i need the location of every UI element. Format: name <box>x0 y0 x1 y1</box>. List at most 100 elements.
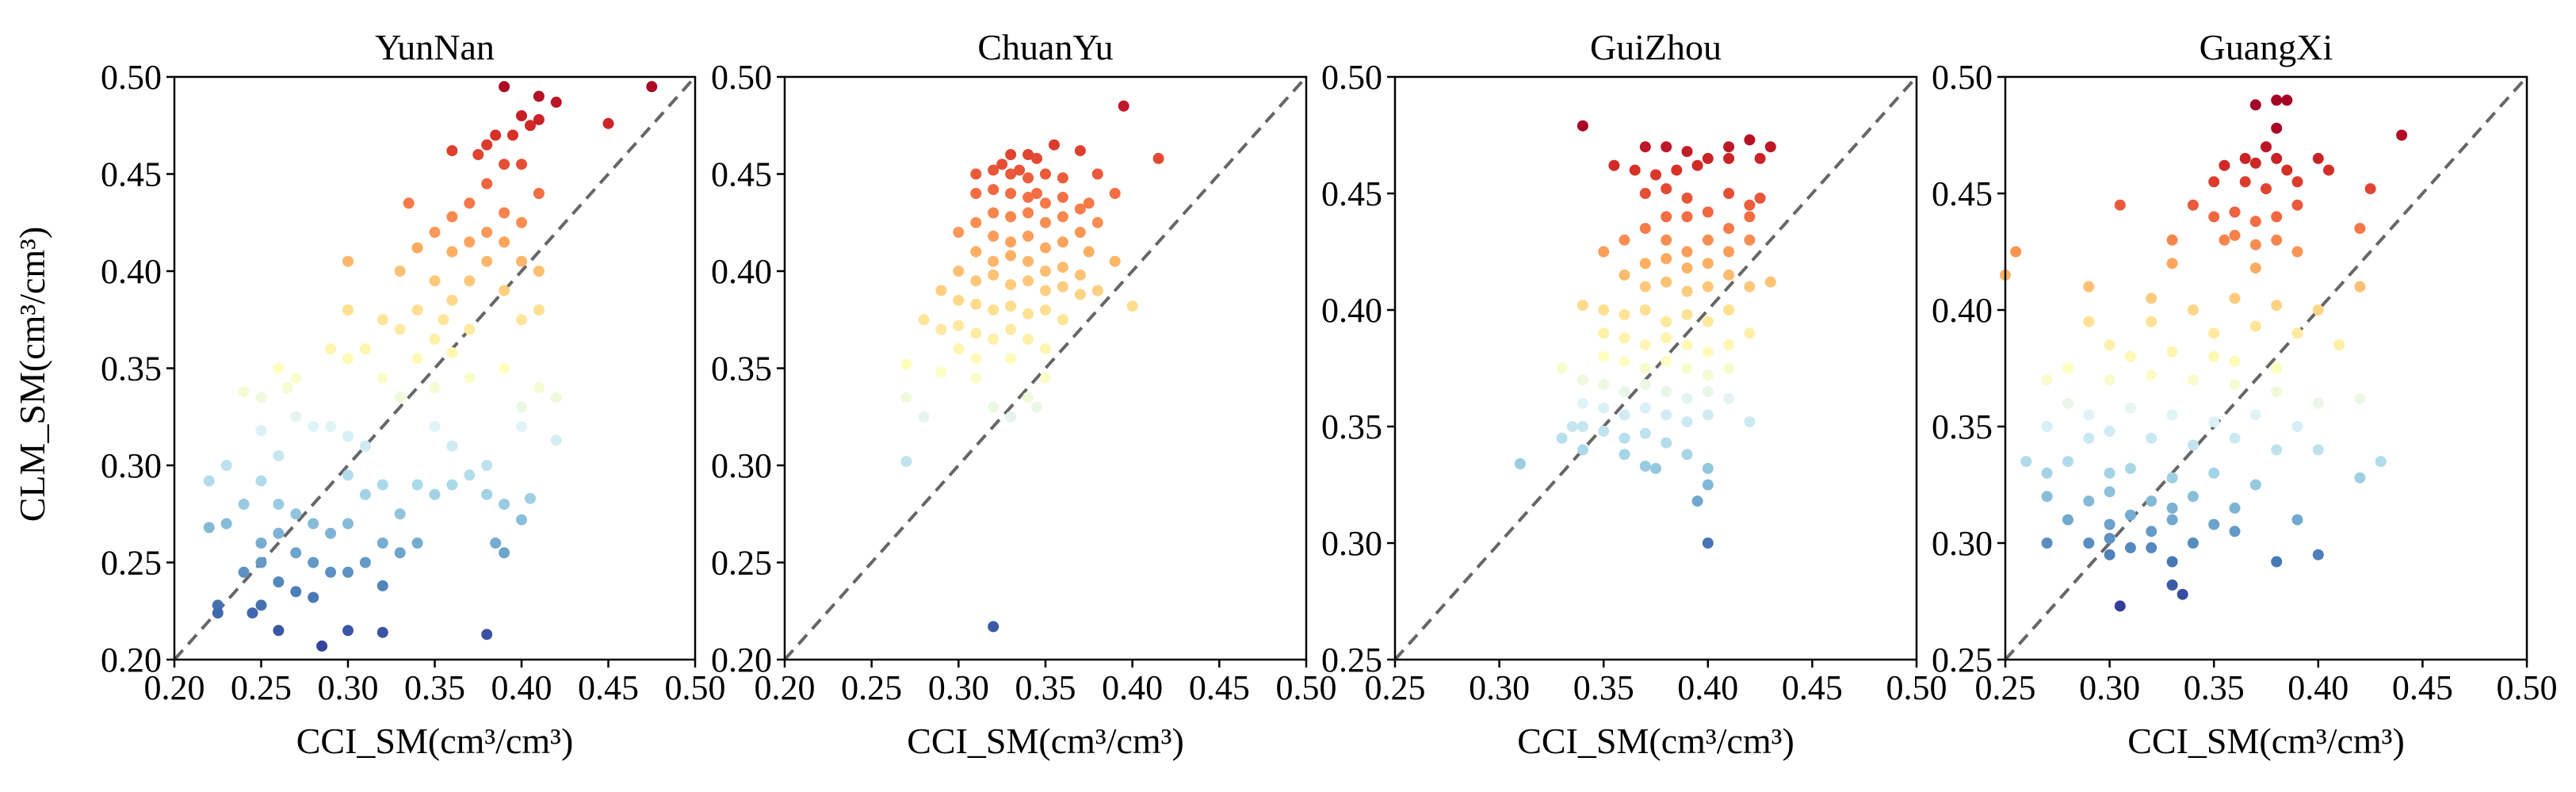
data-point <box>316 640 328 652</box>
data-point <box>1702 258 1714 270</box>
plot-frame <box>1393 75 1918 661</box>
data-point <box>1598 304 1610 316</box>
data-point <box>1639 188 1651 199</box>
data-point <box>281 382 293 393</box>
x-tick-label: 0.50 <box>665 668 726 707</box>
data-point <box>1681 339 1693 351</box>
data-point <box>1681 146 1693 158</box>
data-point <box>2062 456 2073 468</box>
data-point <box>918 411 930 423</box>
data-point <box>1723 223 1735 235</box>
data-point <box>325 566 337 578</box>
data-point <box>1074 269 1086 281</box>
data-point <box>490 538 502 549</box>
data-point <box>2062 514 2073 526</box>
data-point <box>1022 308 1034 319</box>
y-tick-label: 0.50 <box>101 58 162 97</box>
data-point <box>1118 100 1129 112</box>
data-point <box>1681 211 1693 223</box>
data-point <box>1744 416 1756 428</box>
data-point <box>1022 275 1034 287</box>
data-point <box>238 499 250 510</box>
data-point <box>342 430 354 442</box>
data-point <box>953 319 965 331</box>
data-point <box>308 557 319 568</box>
data-point <box>446 211 458 223</box>
data-point <box>1639 379 1651 391</box>
data-point <box>1639 402 1651 414</box>
data-point <box>394 547 406 559</box>
data-point <box>1639 223 1651 235</box>
data-point <box>1040 216 1051 228</box>
data-point <box>970 216 982 228</box>
data-point <box>2396 129 2408 141</box>
data-point <box>273 450 285 461</box>
y-tick-label: 0.45 <box>101 155 162 194</box>
y-tick-label: 0.45 <box>711 155 772 194</box>
data-point <box>533 188 545 199</box>
data-point <box>516 110 527 121</box>
data-point <box>2271 94 2283 106</box>
data-point <box>499 285 510 297</box>
data-point <box>2062 397 2073 409</box>
data-point <box>1723 141 1735 153</box>
data-point <box>1744 327 1756 339</box>
data-point <box>1702 281 1714 293</box>
data-point <box>1702 206 1714 218</box>
data-point <box>481 629 493 641</box>
data-point <box>464 236 476 248</box>
data-point <box>2229 229 2241 241</box>
data-point <box>2146 316 2157 327</box>
data-point <box>1074 227 1086 238</box>
x-tick-label: 0.50 <box>1886 668 1947 707</box>
data-point <box>2187 439 2199 451</box>
x-axis-label: CCI_SM(cm³/cm³) <box>296 721 574 761</box>
data-point <box>2271 300 2283 312</box>
data-point <box>2208 518 2220 530</box>
y-tick-label: 0.35 <box>711 350 772 388</box>
data-point <box>1040 242 1051 254</box>
data-point <box>1014 164 1026 176</box>
data-point <box>359 343 371 354</box>
data-point <box>516 314 527 326</box>
data-point <box>1723 269 1735 281</box>
data-point <box>2271 122 2283 134</box>
data-point <box>273 527 285 539</box>
y-tick-label: 0.50 <box>1932 58 1993 97</box>
data-point <box>1619 269 1630 281</box>
data-point <box>1031 152 1042 164</box>
x-tick-label: 0.45 <box>1189 668 1250 707</box>
data-point <box>1022 333 1034 345</box>
data-point <box>2146 541 2157 553</box>
data-point <box>988 269 999 281</box>
data-point <box>481 227 493 238</box>
data-point <box>2062 362 2073 374</box>
data-point <box>376 580 388 591</box>
data-point <box>481 460 493 471</box>
data-point <box>376 372 388 384</box>
data-point <box>1744 199 1756 211</box>
data-point <box>1723 152 1735 164</box>
data-point <box>2261 183 2272 195</box>
data-point <box>1091 285 1103 297</box>
x-tick-label: 0.40 <box>1102 668 1163 707</box>
data-point <box>516 401 527 413</box>
data-point <box>2124 462 2136 474</box>
data-point <box>2041 491 2053 503</box>
plot-frame <box>2004 75 2528 661</box>
data-point <box>1619 234 1630 246</box>
y-tick-label: 0.25 <box>101 544 162 583</box>
data-point <box>376 538 388 549</box>
data-point <box>2229 355 2241 367</box>
data-point <box>446 346 458 358</box>
data-point <box>2249 99 2261 111</box>
data-point <box>516 216 527 228</box>
data-point <box>1005 323 1017 335</box>
data-point <box>1040 285 1051 297</box>
data-point <box>970 188 982 199</box>
data-point <box>2208 176 2220 188</box>
data-point <box>464 275 476 287</box>
data-point <box>1005 236 1017 248</box>
x-tick-label: 0.35 <box>1015 668 1076 707</box>
